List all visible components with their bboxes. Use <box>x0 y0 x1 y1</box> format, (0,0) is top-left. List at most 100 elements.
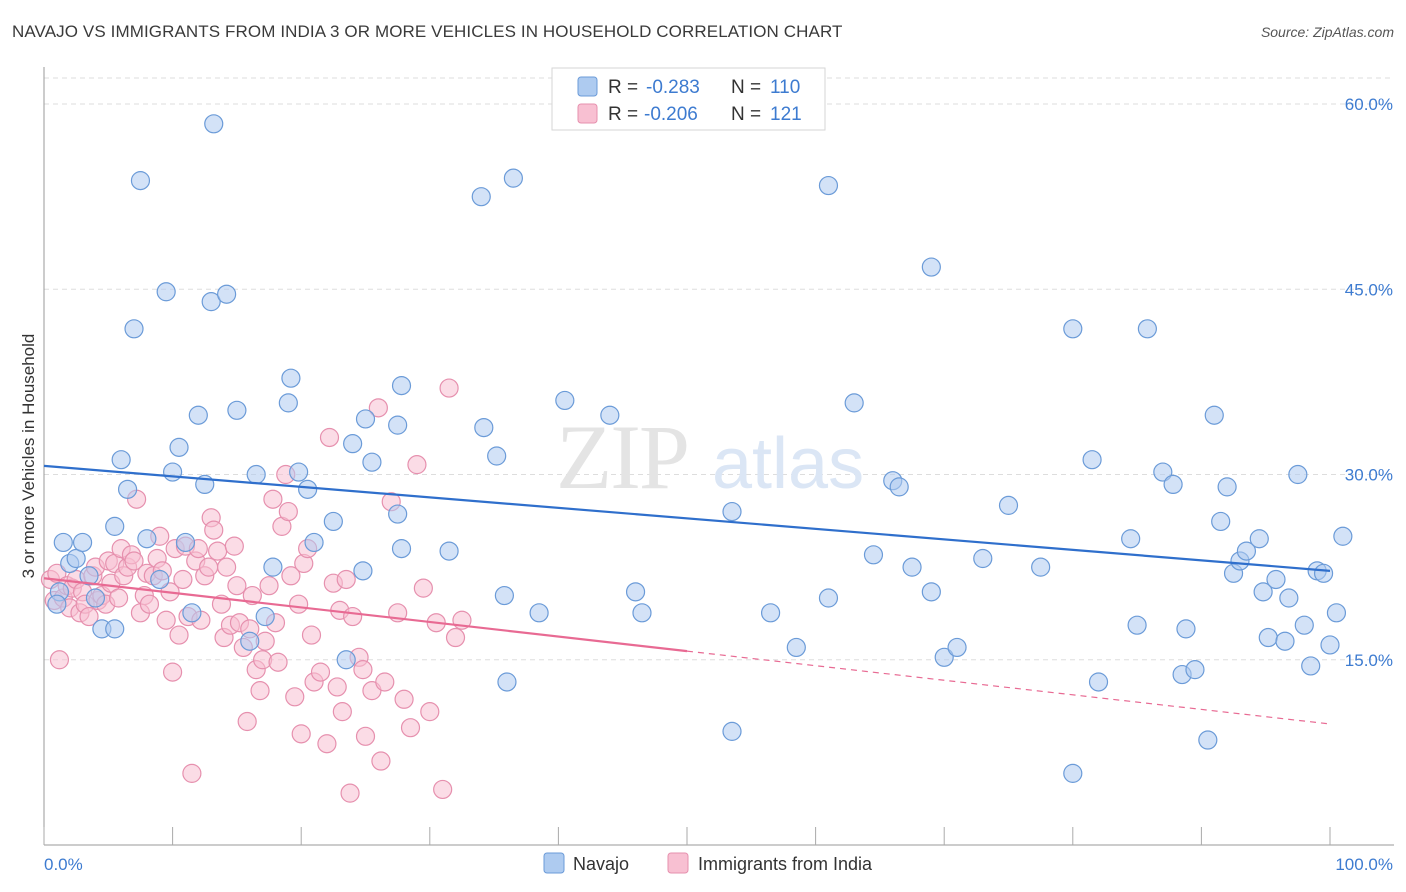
navajo-point-91 <box>1211 511 1231 532</box>
navajo-point-26 <box>217 284 237 304</box>
india-point-44 <box>182 763 202 783</box>
legend-n-label-navajo: N = <box>731 77 761 98</box>
chart-title: NAVAJO VS IMMIGRANTS FROM INDIA 3 OR MOR… <box>12 22 843 41</box>
bottom-legend-india: Immigrants from India <box>698 854 873 874</box>
navajo-point-11 <box>111 450 131 470</box>
legend-n-value-india: 121 <box>770 104 802 125</box>
navajo-point-41 <box>355 409 376 429</box>
navajo-point-45 <box>388 504 408 524</box>
navajo-point-97 <box>1253 582 1273 602</box>
navajo-point-66 <box>863 545 884 565</box>
navajo-point-10 <box>105 619 125 639</box>
legend-n-label-india: N = <box>731 104 761 125</box>
navajo-point-100 <box>1275 631 1295 651</box>
navajo-point-78 <box>1063 763 1083 783</box>
india-point-108 <box>433 779 453 800</box>
navajo-point-49 <box>474 417 494 438</box>
india-point-76 <box>285 687 305 707</box>
navajo-point-33 <box>281 368 301 388</box>
india-point-84 <box>317 734 337 754</box>
axes <box>43 67 1394 846</box>
navajo-point-9 <box>105 516 125 536</box>
navajo-point-7 <box>85 588 106 608</box>
navajo-points <box>47 114 1353 783</box>
navajo-point-42 <box>362 452 382 472</box>
india-point-89 <box>332 702 352 722</box>
india-point-87 <box>327 677 347 697</box>
navajo-point-65 <box>844 393 864 413</box>
navajo-point-101 <box>1279 588 1299 608</box>
navajo-point-88 <box>1185 660 1205 680</box>
navajo-point-103 <box>1294 615 1314 635</box>
navajo-point-52 <box>497 672 517 692</box>
navajo-point-1 <box>53 532 73 553</box>
navajo-point-104 <box>1301 656 1321 676</box>
legend-swatch-india <box>577 103 598 124</box>
india-point-98 <box>371 751 391 771</box>
india-point-38 <box>163 662 183 682</box>
navajo-point-18 <box>163 462 183 482</box>
gridlines <box>44 77 1394 661</box>
india-point-52 <box>208 541 228 561</box>
navajo-point-19 <box>169 437 189 457</box>
navajo-point-16 <box>150 569 170 590</box>
navajo-point-6 <box>79 566 99 586</box>
navajo-point-71 <box>921 582 941 602</box>
navajo-point-29 <box>246 464 266 485</box>
navajo-point-47 <box>439 541 459 561</box>
india-point-75 <box>281 566 301 586</box>
navajo-point-5 <box>72 532 93 553</box>
india-point-63 <box>242 585 262 606</box>
navajo-point-22 <box>188 405 208 425</box>
bottom-legend-swatch-india <box>667 852 689 874</box>
india-point-71 <box>268 652 288 672</box>
india-point-99 <box>375 672 395 692</box>
navajo-point-89 <box>1198 730 1218 750</box>
x-tick-label-1: 100.0% <box>1335 855 1393 874</box>
watermark: ZIP atlas <box>556 406 864 508</box>
navajo-point-108 <box>1326 603 1347 623</box>
trend-lines <box>43 464 1331 725</box>
india-point-12 <box>79 606 99 627</box>
navajo-point-64 <box>818 175 839 196</box>
india-point-2 <box>47 563 67 583</box>
india-point-91 <box>340 783 360 803</box>
navajo-point-24 <box>201 292 221 312</box>
navajo-point-25 <box>204 114 224 134</box>
navajo-point-44 <box>391 376 412 396</box>
navajo-point-50 <box>487 446 507 466</box>
x-tick-label-0: 0.0% <box>44 855 83 874</box>
navajo-point-56 <box>600 405 620 425</box>
navajo-point-38 <box>336 650 356 670</box>
india-point-68 <box>259 576 279 596</box>
navajo-point-30 <box>255 606 275 627</box>
india-point-31 <box>139 594 160 614</box>
navajo-point-75 <box>998 495 1019 515</box>
navajo-point-79 <box>1082 450 1102 470</box>
navajo-point-68 <box>889 477 909 497</box>
india-point-110 <box>445 627 466 648</box>
navajo-point-99 <box>1266 569 1286 590</box>
india-point-104 <box>407 455 427 475</box>
india-point-81 <box>301 625 322 645</box>
india-point-21 <box>108 588 129 608</box>
navajo-point-61 <box>760 603 781 623</box>
india-point-94 <box>353 660 373 680</box>
navajo-point-27 <box>227 400 247 420</box>
navajo-point-109 <box>1333 526 1353 546</box>
legend-r-value-india: -0.206 <box>644 104 698 125</box>
navajo-point-3 <box>47 594 67 614</box>
navajo-point-34 <box>289 462 309 482</box>
india-point-57 <box>224 536 244 556</box>
navajo-point-60 <box>722 501 742 522</box>
legend-r-label-navajo: R = <box>608 77 638 98</box>
india-trend-line <box>43 577 688 653</box>
x-tick-labels: 0.0% 100.0% <box>44 855 1393 874</box>
navajo-point-106 <box>1313 563 1334 583</box>
watermark-atlas: atlas <box>712 424 864 504</box>
y-axis-label: 3 or more Vehicles in Household <box>19 334 38 579</box>
legend-r-label-india: R = <box>608 104 638 125</box>
navajo-point-13 <box>130 171 151 191</box>
india-point-83 <box>310 662 331 682</box>
